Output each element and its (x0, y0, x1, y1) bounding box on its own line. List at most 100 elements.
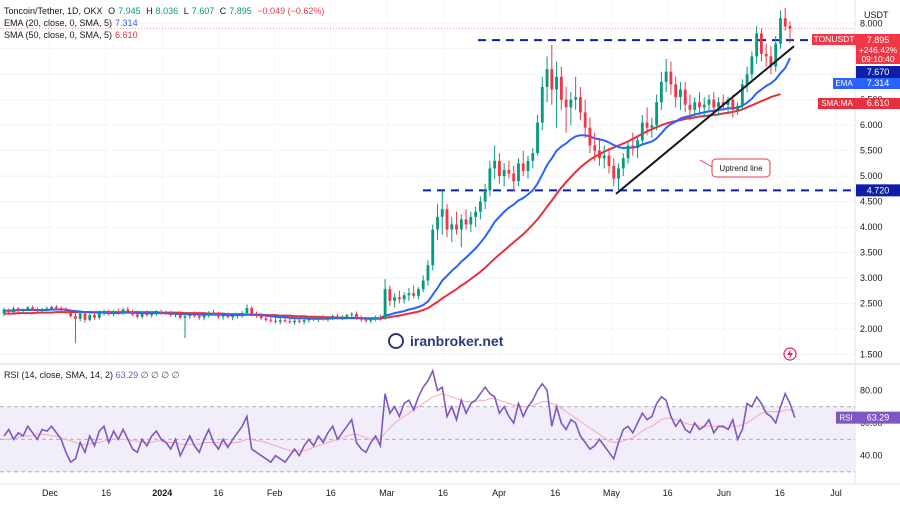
candle-body (602, 155, 606, 159)
candle (674, 76, 678, 108)
candle (598, 137, 601, 166)
candle (736, 102, 740, 115)
candle (693, 97, 697, 118)
candle-body (121, 309, 125, 313)
price-tick-label: 6.000 (860, 120, 883, 130)
candle-body (745, 74, 749, 85)
candle (240, 311, 244, 318)
candle-body (140, 313, 144, 317)
candle-body (369, 319, 373, 321)
candle-body (107, 311, 111, 315)
price-tick-label: 3.000 (860, 273, 883, 283)
candle (698, 92, 701, 115)
sma-value-box (856, 98, 900, 109)
time-tick-label: Apr (492, 488, 506, 498)
candle-body (216, 314, 220, 317)
candle (283, 317, 287, 323)
candle-body (540, 86, 544, 123)
candle-body (259, 315, 263, 319)
ema-value-text: 7.314 (867, 78, 890, 88)
candle (340, 315, 344, 321)
rsi-line (3, 368, 796, 464)
candle (531, 148, 535, 169)
candle (583, 99, 587, 138)
sma-tag-box (818, 98, 856, 109)
time-tick-label: Dec (42, 488, 59, 498)
rsi-legend: RSI (14, close, SMA, 14, 2) 63.29 ∅ ∅ ∅ … (4, 370, 179, 381)
candle (612, 158, 616, 187)
candle-body (588, 127, 592, 146)
candle (540, 76, 544, 131)
candle (336, 313, 339, 320)
candle (474, 206, 478, 228)
candle-body (578, 97, 582, 113)
candle (288, 318, 292, 324)
lightning-bolt-icon (787, 349, 793, 359)
candle (488, 160, 492, 197)
candle (274, 317, 277, 324)
candle (164, 310, 168, 316)
candle (226, 312, 230, 319)
candle (155, 310, 158, 316)
candle (50, 305, 54, 311)
candle (407, 288, 411, 301)
candle (112, 310, 115, 317)
candle-body (283, 320, 287, 322)
candle-body (93, 315, 96, 318)
candle (636, 135, 639, 159)
candle-body (112, 311, 115, 315)
candle-body (436, 216, 439, 230)
lightning-badge-icon (783, 347, 797, 361)
candle-body (636, 140, 639, 149)
candle (140, 312, 144, 319)
candle (250, 305, 254, 317)
candle (712, 92, 716, 113)
time-tick-label: Jun (716, 488, 731, 498)
candle-body (583, 112, 587, 128)
candle-body (378, 317, 382, 319)
candle (512, 165, 516, 192)
candle (679, 81, 682, 110)
support-tag-text: 4.720 (867, 185, 890, 195)
candle-body (783, 18, 787, 27)
candle (464, 209, 468, 230)
candle-body (693, 102, 697, 110)
price-tag-box (856, 34, 900, 64)
candle-body (193, 314, 196, 317)
candle (779, 10, 782, 49)
candle (559, 66, 563, 110)
candle (397, 290, 401, 304)
candle (731, 94, 735, 118)
candle-body (240, 313, 244, 315)
candle (788, 21, 792, 44)
candle-body (274, 320, 277, 322)
candle (459, 214, 463, 248)
time-tick-label: Mar (379, 488, 395, 498)
candle-body (7, 309, 11, 313)
candle-body (374, 317, 377, 320)
ema-tag-box (833, 78, 856, 89)
sma-tag-text: SMA:MA (821, 99, 853, 108)
candle (307, 317, 311, 323)
time-tick-label: 16 (550, 488, 560, 498)
candle-body (421, 280, 425, 290)
candle-body (612, 165, 616, 179)
watermark-text: iranbroker.net (410, 333, 504, 349)
candle (440, 190, 444, 235)
candle (626, 140, 630, 164)
candle-body (469, 216, 473, 225)
candle-body (355, 314, 358, 319)
price-tick-label: 8.000 (860, 18, 883, 28)
candle-body (569, 99, 573, 108)
price-tag-change: +246.42% (859, 45, 898, 55)
candle (216, 312, 220, 319)
candle-body (750, 56, 754, 75)
candle-body (197, 316, 201, 318)
candle (702, 97, 706, 118)
candle (231, 314, 235, 321)
candle (16, 306, 20, 313)
candle (212, 310, 216, 316)
